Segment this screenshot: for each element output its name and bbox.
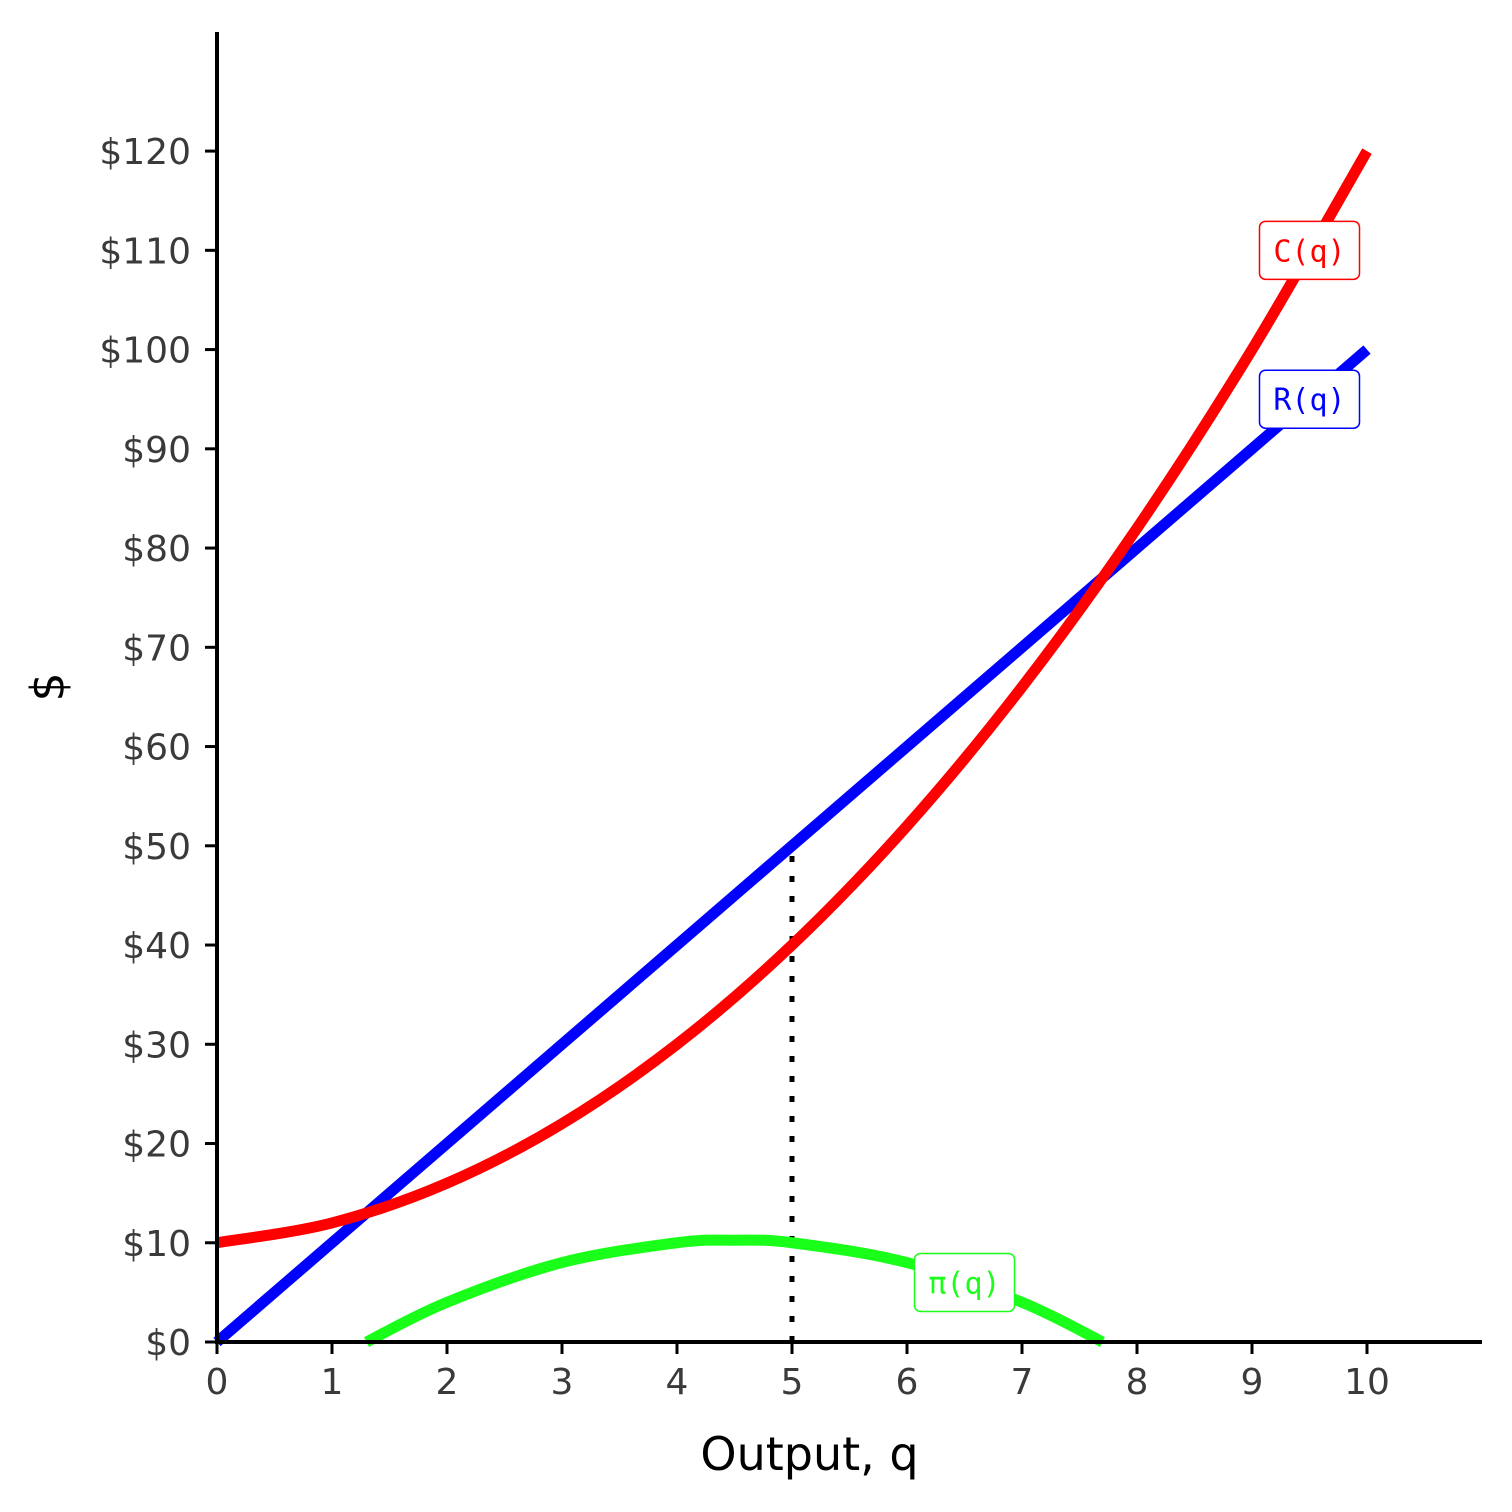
x-tick-label: 7	[1011, 1362, 1034, 1403]
curves	[213, 148, 1372, 1347]
x-tick-label: 3	[551, 1362, 574, 1403]
x-tick-label: 8	[1126, 1362, 1149, 1403]
x-axis-ticks: 0 1 2 3 4 5 6 7 8 9 10	[206, 1342, 1390, 1403]
curve-labels: R(q) C(q) π(q)	[913, 220, 1361, 1313]
y-tick-label: $120	[99, 132, 191, 173]
y-tick-label: $30	[122, 1025, 191, 1066]
x-tick-label: 6	[896, 1362, 919, 1403]
y-tick-label: $90	[122, 430, 191, 471]
y-tick-label: $10	[122, 1224, 191, 1265]
y-axis-title: $	[21, 672, 75, 701]
y-tick-label: $40	[122, 926, 191, 967]
x-tick-label: 4	[666, 1362, 689, 1403]
y-tick-label: $100	[99, 331, 191, 372]
y-axis-ticks: $0 $10 $20 $30 $40 $50 $60 $70 $80 $90 $100 $110 $12…	[99, 132, 217, 1364]
x-tick-label: 10	[1344, 1362, 1390, 1403]
x-tick-label: 0	[206, 1362, 229, 1403]
series-label-box	[1258, 369, 1361, 429]
series-label: C(q)	[1273, 234, 1345, 269]
y-tick-label: $80	[122, 529, 191, 570]
series-label-box	[1258, 220, 1361, 281]
y-tick-label: $0	[145, 1323, 191, 1364]
y-tick-label: $50	[122, 827, 191, 868]
series-line-0	[213, 345, 1371, 1347]
series-label: R(q)	[1273, 383, 1345, 418]
y-tick-label: $60	[122, 728, 191, 769]
x-tick-label: 5	[781, 1362, 804, 1403]
series-line-1	[216, 148, 1372, 1249]
y-tick-label: $110	[99, 231, 191, 272]
x-tick-label: 2	[436, 1362, 459, 1403]
x-tick-label: 9	[1241, 1362, 1264, 1403]
x-axis-title: Output, q	[700, 1427, 918, 1481]
x-tick-label: 1	[321, 1362, 344, 1403]
y-tick-label: $20	[122, 1125, 191, 1166]
series-label: π(q)	[928, 1266, 1000, 1301]
series-label-box	[913, 1252, 1016, 1313]
y-tick-label: $70	[122, 628, 191, 669]
